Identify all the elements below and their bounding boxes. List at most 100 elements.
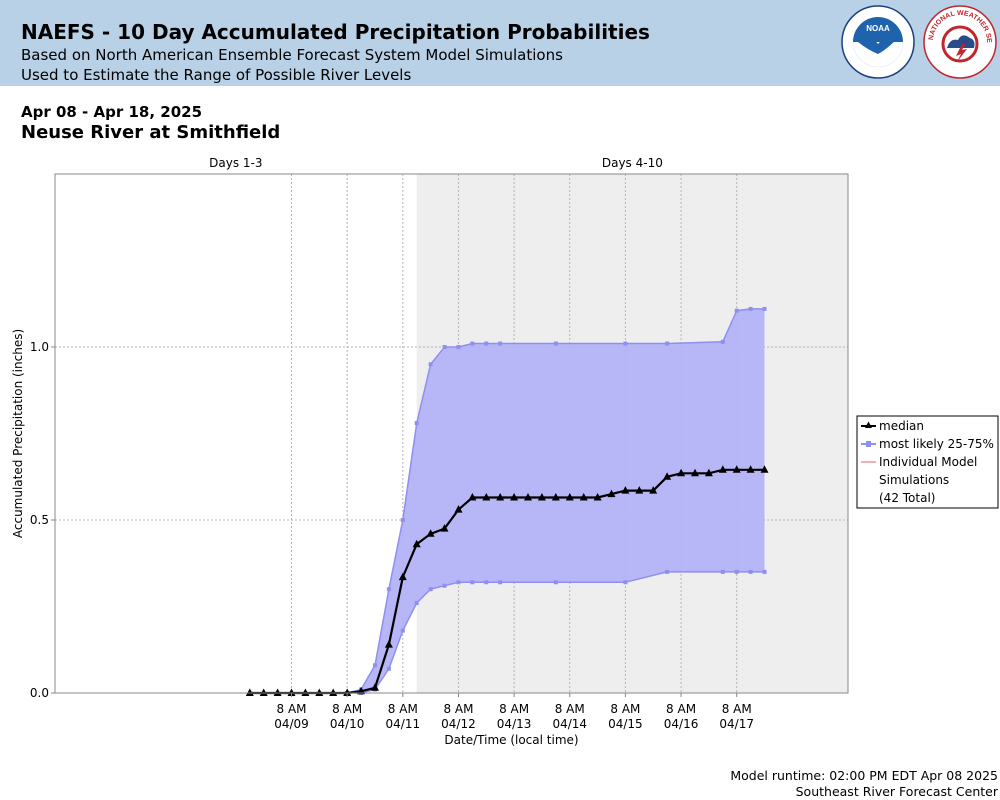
median-point	[607, 489, 616, 498]
band-upper-marker	[414, 421, 419, 426]
band-lower-marker	[748, 569, 753, 574]
y-tick-label: 1.0	[30, 340, 49, 354]
band-upper-marker	[400, 518, 405, 522]
band-upper-marker	[748, 306, 753, 311]
median-point	[384, 640, 393, 648]
median-point	[287, 688, 296, 696]
y-axis-label: Accumulated Precipitation (inches)	[11, 329, 25, 538]
x-tick-date-label: 04/11	[386, 717, 421, 731]
band-upper-marker	[623, 341, 628, 346]
x-tick-date-label: 04/15	[608, 717, 643, 731]
band-lower-marker	[498, 580, 503, 585]
band-upper-marker	[470, 341, 475, 346]
x-tick-time-label: 8 AM	[722, 702, 752, 716]
x-axis-label: Date/Time (local time)	[444, 733, 578, 747]
band-upper-marker	[734, 308, 739, 313]
y-tick-label: 0.0	[30, 686, 49, 700]
band-lower-marker	[428, 587, 433, 592]
median-point	[454, 505, 463, 513]
subtitle-2: Used to Estimate the Range of Possible R…	[21, 66, 412, 84]
band-upper-marker	[442, 345, 447, 349]
subtitle-1: Based on North American Ensemble Forecas…	[21, 46, 563, 64]
median-point	[621, 486, 630, 494]
x-tick-time-label: 8 AM	[666, 702, 696, 716]
band-lower-marker	[665, 569, 670, 574]
median-point	[537, 493, 546, 501]
model-runtime: Model runtime: 02:00 PM EDT Apr 08 2025	[730, 768, 998, 783]
x-tick-date-label: 04/17	[719, 717, 754, 731]
median-point	[468, 493, 477, 501]
median-point	[301, 688, 310, 696]
median-point	[663, 472, 672, 480]
x-tick-time-label: 8 AM	[610, 702, 640, 716]
legend-members-label-2: Simulations	[879, 473, 949, 487]
x-tick-time-label: 8 AM	[443, 702, 473, 716]
band-lower-marker	[553, 580, 558, 585]
legend-members-label: Individual Model	[879, 455, 977, 469]
band-upper-marker	[665, 341, 670, 346]
band-lower-marker	[386, 666, 391, 671]
median-point	[635, 486, 644, 494]
band-lower-marker	[623, 580, 628, 585]
median-point	[691, 468, 699, 477]
median-point	[677, 468, 686, 477]
median-point	[482, 493, 491, 501]
median-point	[426, 529, 435, 537]
x-tick-time-label: 8 AM	[499, 702, 529, 716]
band-lower-marker	[470, 580, 475, 585]
median-point	[593, 493, 602, 501]
band-lower-marker	[762, 569, 767, 574]
median-point	[315, 688, 324, 696]
median-point	[273, 688, 282, 696]
noaa-logo-icon: NOAA	[841, 5, 915, 79]
noaa-logo-text: NOAA	[866, 24, 890, 33]
median-point	[732, 465, 741, 473]
x-tick-date-label: 04/16	[664, 717, 699, 731]
station-title: Neuse River at Smithfield	[21, 122, 281, 143]
median-point	[259, 688, 268, 696]
band-lower-marker	[414, 601, 419, 606]
median-point	[704, 468, 713, 477]
x-tick-date-label: 04/13	[497, 717, 532, 731]
median-point	[398, 572, 407, 581]
median-point	[579, 493, 588, 501]
median-point	[245, 688, 254, 696]
median-point	[357, 686, 366, 695]
legend-median-marker	[865, 421, 872, 428]
forecast-center: Southeast River Forecast Center	[795, 784, 998, 799]
x-tick-date-label: 04/09	[274, 717, 309, 731]
legend-box	[856, 415, 999, 509]
period-label-days-4-10: Days 4-10	[602, 156, 663, 170]
band-upper-marker	[372, 663, 377, 668]
median-point	[371, 683, 379, 691]
x-tick-date-label: 04/12	[441, 717, 476, 731]
median-point	[760, 465, 769, 473]
legend-band-marker	[866, 441, 871, 447]
median-point	[440, 524, 449, 532]
median-point	[718, 465, 727, 473]
band-upper-marker	[484, 341, 489, 346]
plot-border	[54, 173, 849, 694]
band-25-75-area	[347, 308, 765, 693]
x-tick-time-label: 8 AM	[332, 702, 362, 716]
x-tick-date-label: 04/10	[330, 717, 365, 731]
median-point	[329, 688, 338, 696]
band-upper-marker	[498, 341, 503, 346]
median-point	[565, 493, 574, 501]
x-tick-time-label: 8 AM	[277, 702, 307, 716]
band-upper-marker	[428, 362, 433, 367]
x-tick-time-label: 8 AM	[555, 702, 585, 716]
median-point	[524, 493, 532, 501]
band-lower-marker	[442, 583, 447, 588]
band-upper-marker	[762, 306, 767, 311]
median-point	[649, 486, 658, 494]
band-upper-marker	[386, 587, 391, 592]
legend-median-label: median	[879, 419, 924, 433]
header-banner: NAEFS - 10 Day Accumulated Precipitation…	[0, 0, 1000, 86]
median-point	[551, 493, 560, 501]
band-upper-marker	[553, 341, 558, 346]
band-lower-marker	[456, 580, 461, 585]
median-point	[496, 493, 505, 501]
x-tick-time-label: 8 AM	[388, 702, 418, 716]
